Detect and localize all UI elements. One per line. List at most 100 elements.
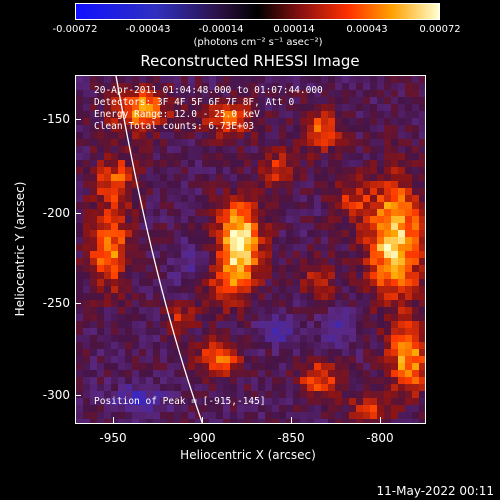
map-pixel — [356, 349, 363, 356]
map-pixel — [349, 265, 356, 272]
map-pixel — [384, 118, 391, 125]
map-pixel — [97, 377, 104, 384]
map-pixel — [174, 209, 181, 216]
map-pixel — [132, 104, 139, 111]
map-pixel — [405, 265, 412, 272]
map-pixel — [209, 160, 216, 167]
map-pixel — [391, 398, 398, 405]
map-pixel — [349, 377, 356, 384]
map-pixel — [370, 279, 377, 286]
map-pixel — [349, 342, 356, 349]
map-pixel — [293, 83, 300, 90]
map-pixel — [419, 251, 425, 258]
map-pixel — [293, 328, 300, 335]
map-pixel — [363, 370, 370, 377]
map-pixel — [90, 216, 97, 223]
map-pixel — [363, 160, 370, 167]
map-pixel — [146, 321, 153, 328]
map-pixel — [167, 363, 174, 370]
map-pixel — [104, 174, 111, 181]
map-pixel — [153, 279, 160, 286]
map-pixel — [307, 349, 314, 356]
map-pixel — [160, 97, 167, 104]
map-pixel — [258, 223, 265, 230]
map-pixel — [132, 230, 139, 237]
map-pixel — [419, 335, 425, 342]
map-pixel — [377, 139, 384, 146]
map-pixel — [272, 167, 279, 174]
map-pixel — [237, 216, 244, 223]
map-pixel — [153, 314, 160, 321]
map-pixel — [321, 188, 328, 195]
map-pixel — [272, 230, 279, 237]
map-pixel — [370, 258, 377, 265]
map-pixel — [349, 125, 356, 132]
map-pixel — [405, 335, 412, 342]
map-pixel — [342, 349, 349, 356]
map-pixel — [76, 181, 83, 188]
map-pixel — [307, 223, 314, 230]
map-pixel — [125, 188, 132, 195]
map-pixel — [321, 328, 328, 335]
map-pixel — [335, 321, 342, 328]
map-pixel — [230, 146, 237, 153]
map-pixel — [209, 237, 216, 244]
map-pixel — [90, 412, 97, 419]
map-pixel — [328, 377, 335, 384]
map-pixel — [230, 104, 237, 111]
map-pixel — [251, 342, 258, 349]
map-pixel — [104, 139, 111, 146]
map-pixel — [293, 314, 300, 321]
map-pixel — [139, 216, 146, 223]
map-pixel — [216, 342, 223, 349]
map-pixel — [321, 405, 328, 412]
map-pixel — [97, 230, 104, 237]
map-pixel — [307, 398, 314, 405]
map-pixel — [265, 300, 272, 307]
map-pixel — [83, 328, 90, 335]
map-pixel — [223, 195, 230, 202]
map-pixel — [188, 125, 195, 132]
map-pixel — [230, 300, 237, 307]
map-pixel — [244, 125, 251, 132]
map-pixel — [258, 286, 265, 293]
map-pixel — [377, 335, 384, 342]
map-pixel — [356, 258, 363, 265]
map-pixel — [83, 391, 90, 398]
map-pixel — [97, 321, 104, 328]
map-pixel — [412, 363, 419, 370]
map-pixel — [265, 90, 272, 97]
map-pixel — [237, 181, 244, 188]
map-pixel — [118, 167, 125, 174]
map-pixel — [349, 300, 356, 307]
map-pixel — [279, 279, 286, 286]
map-pixel — [174, 132, 181, 139]
map-pixel — [195, 419, 202, 423]
map-pixel — [202, 146, 209, 153]
map-pixel — [251, 335, 258, 342]
map-pixel — [251, 370, 258, 377]
map-pixel — [258, 188, 265, 195]
map-pixel — [209, 300, 216, 307]
map-pixel — [307, 328, 314, 335]
map-pixel — [202, 160, 209, 167]
map-pixel — [307, 132, 314, 139]
map-pixel — [314, 111, 321, 118]
map-pixel — [328, 328, 335, 335]
map-pixel — [146, 314, 153, 321]
map-pixel — [265, 83, 272, 90]
map-pixel — [209, 223, 216, 230]
map-pixel — [83, 104, 90, 111]
map-pixel — [195, 181, 202, 188]
map-pixel — [132, 307, 139, 314]
map-pixel — [244, 258, 251, 265]
map-pixel — [160, 342, 167, 349]
map-pixel — [76, 230, 83, 237]
map-pixel — [230, 279, 237, 286]
map-pixel — [146, 202, 153, 209]
map-pixel — [209, 174, 216, 181]
map-pixel — [314, 272, 321, 279]
map-pixel — [139, 307, 146, 314]
map-pixel — [76, 167, 83, 174]
map-pixel — [328, 321, 335, 328]
